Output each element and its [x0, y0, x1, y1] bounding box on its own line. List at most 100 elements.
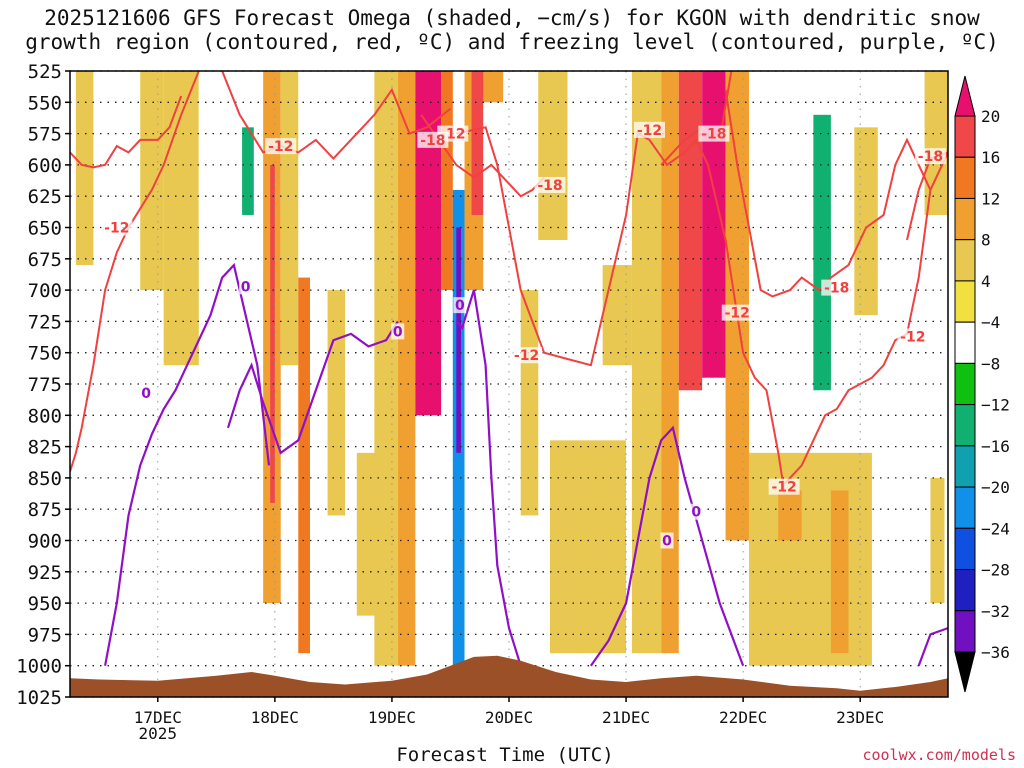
colorbar-label: 16 [981, 148, 1000, 167]
svg-text:0: 0 [455, 298, 465, 314]
contour-line-minus-18 [420, 114, 545, 198]
svg-text:-18: -18 [537, 178, 562, 194]
y-tick-label: 1000 [16, 656, 62, 678]
y-tick-label: 675 [28, 249, 62, 271]
y-tick-label: 775 [28, 374, 62, 396]
omega-cell [678, 71, 703, 391]
omega-cell [602, 265, 632, 366]
contour-label-minus-12: -12 [897, 328, 929, 345]
svg-text:-12: -12 [514, 348, 539, 364]
y-tick-label: 525 [28, 61, 62, 83]
omega-shading [75, 71, 948, 666]
x-tick-label: 20DEC [485, 708, 533, 727]
colorbar-swatch [954, 486, 976, 529]
x-tick-label: 21DEC [602, 708, 650, 727]
colorbar-swatch [954, 280, 976, 323]
colorbar-label: 4 [981, 272, 991, 291]
svg-text:-12: -12 [771, 480, 796, 496]
colorbar: 20 16 12 8 4 −4 −8 −12 −16 −20 −24 −28 −32 −36 [954, 75, 1010, 693]
svg-text:-18: -18 [824, 281, 849, 297]
colorbar-swatch [954, 321, 976, 364]
colorbar-swatch [954, 445, 976, 488]
omega-cell [631, 71, 662, 654]
contour-label-zero: 0 [391, 323, 405, 340]
svg-text:0: 0 [141, 386, 151, 402]
omega-cell [456, 227, 462, 453]
svg-text:0: 0 [691, 505, 701, 521]
x-axis: 17DEC 18DEC 19DEC 20DEC 21DEC 22DEC 23DEC 2025 [134, 697, 884, 743]
omega-cell [374, 71, 398, 666]
colorbar-swatch [954, 362, 976, 406]
credit-link[interactable]: coolwx.com/models [862, 746, 1016, 764]
y-tick-label: 650 [28, 218, 62, 240]
svg-text:0: 0 [662, 534, 672, 550]
contour-label-minus-12: -12 [101, 219, 133, 237]
colorbar-label: −32 [981, 602, 1010, 621]
x-axis-title: Forecast Time (UTC) [396, 744, 614, 766]
y-tick-label: 875 [28, 499, 62, 521]
y-tick-label: 575 [28, 124, 62, 146]
omega-cell [520, 290, 539, 516]
y-tick-label: 1025 [16, 687, 62, 709]
colorbar-label: −16 [981, 437, 1010, 456]
svg-text:-12: -12 [725, 306, 750, 322]
colorbar-swatch [954, 197, 976, 241]
contour-label-minus-18: -18 [821, 279, 853, 297]
svg-text:-12: -12 [637, 123, 662, 139]
y-tick-label: 950 [28, 593, 62, 615]
y-tick-label: 800 [28, 405, 62, 427]
y-tick-label: 900 [28, 531, 62, 553]
x-year-label: 2025 [139, 724, 178, 743]
contour-label-minus-12: -12 [265, 138, 297, 155]
y-tick-label: 550 [28, 92, 62, 114]
contour-line-zero [917, 627, 948, 667]
chart-title-line-1: 2025121606 GFS Forecast Omega (shaded, −… [44, 6, 980, 30]
omega-cell [748, 452, 872, 666]
omega-cell [854, 127, 878, 316]
colorbar-label: 20 [981, 107, 1000, 126]
contour-line-zero [104, 262, 271, 666]
omega-cell [75, 71, 94, 266]
contour-label-zero: 0 [239, 278, 253, 295]
svg-text:-18: -18 [918, 149, 943, 165]
contour-line-zero [226, 320, 399, 455]
colorbar-label: −8 [981, 354, 1000, 373]
svg-text:-12: -12 [268, 139, 293, 155]
omega-cell [877, 490, 896, 554]
x-tick-label: 23DEC [836, 708, 884, 727]
contour-line-minus-12 [70, 95, 183, 169]
chart-title: 2025121606 GFS Forecast Omega (shaded, −… [0, 6, 1024, 54]
colorbar-label: 8 [981, 231, 991, 250]
colorbar-label: −12 [981, 396, 1010, 415]
y-tick-label: 700 [28, 280, 62, 302]
omega-cell [163, 71, 199, 366]
omega-cell [924, 71, 948, 215]
svg-text:-18: -18 [420, 133, 445, 149]
omega-cell [427, 440, 457, 666]
colorbar-swatch [954, 610, 976, 653]
colorbar-swatch [954, 527, 976, 571]
omega-cell [567, 71, 586, 291]
omega-cell [198, 71, 217, 228]
chart-title-line-2: growth region (contoured, red, ºC) and f… [25, 30, 999, 54]
omega-cell [471, 71, 484, 215]
colorbar-swatch [954, 239, 976, 282]
omega-cell [760, 71, 790, 291]
x-tick-label: 17DEC [134, 708, 182, 727]
contour-label-minus-18: -18 [534, 176, 566, 194]
colorbar-label: −24 [981, 519, 1010, 538]
colorbar-label: −28 [981, 561, 1010, 580]
omega-cell [830, 490, 849, 654]
contour-label-minus-12: -12 [633, 121, 665, 139]
contour-label-minus-12: -12 [768, 478, 800, 496]
y-tick-label: 825 [28, 437, 62, 459]
contour-line-minus-12 [783, 151, 948, 485]
omega-cell [661, 71, 679, 654]
contour-label-zero: 0 [139, 384, 153, 402]
contour-label-minus-18: -18 [698, 125, 730, 143]
omega-cell [270, 164, 275, 503]
x-tick-label: 18DEC [251, 708, 299, 727]
omega-cell [441, 71, 453, 291]
y-tick-label: 750 [28, 343, 62, 365]
omega-cell [549, 440, 627, 654]
